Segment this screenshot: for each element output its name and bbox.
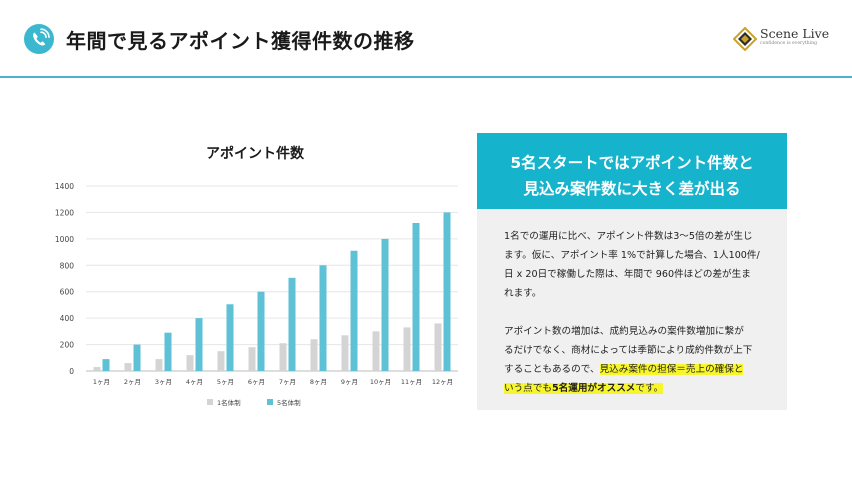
legend-label: 5名体制: [277, 398, 301, 407]
bar-series-5: [412, 223, 420, 371]
logo-tagline: confidence is everything: [760, 41, 818, 46]
bar-series-1: [341, 335, 349, 371]
y-tick-label: 0: [69, 367, 74, 376]
page-header: 年間で見るアポイント獲得件数の推移 Scene Live confidence …: [0, 0, 852, 78]
y-tick-label: 400: [60, 314, 75, 323]
x-tick-label: 10ヶ月: [370, 378, 391, 386]
y-tick-label: 600: [60, 288, 75, 297]
bar-series-5: [102, 359, 110, 371]
bar-series-5: [381, 238, 389, 371]
paragraph1-line: 日 x 20日で稼働した際は、年間で 960件ほどの差が生ま: [504, 269, 751, 280]
paragraph2-line: することもあるので、見込み案件の担保＝売上の確保と: [504, 361, 744, 375]
bar-series-5: [257, 291, 265, 371]
legend-swatch: [267, 399, 273, 405]
paragraph2-line: いう点でも5名運用がオススメです。: [504, 380, 664, 394]
summary-panel: 5名スタートではアポイント件数と 見込み案件数に大きく差が出る 1名での運用に比…: [477, 133, 787, 410]
x-tick-label: 2ヶ月: [124, 378, 141, 386]
paragraph1-line: 1名での運用に比べ、アポイント件数は3～5倍の差が生じ: [504, 231, 753, 242]
header-divider: [0, 76, 852, 78]
bar-series-5: [350, 250, 358, 371]
x-tick-label: 1ヶ月: [93, 378, 110, 386]
x-tick-label: 7ヶ月: [279, 378, 296, 386]
paragraph2-line: アポイント数の増加は、成約見込みの案件数増加に繋が: [504, 326, 744, 337]
y-tick-label: 1400: [55, 182, 74, 191]
paragraph2-line: るだけでなく、商材によっては季節により成約件数が上下: [504, 345, 753, 356]
recommendation-text: 5名運用がオススメ: [551, 383, 636, 394]
bar-series-1: [155, 359, 163, 371]
x-tick-label: 6ヶ月: [248, 378, 265, 386]
bar-series-5: [226, 304, 234, 371]
logo-name: Scene Live: [760, 26, 830, 41]
x-tick-label: 8ヶ月: [310, 378, 327, 386]
bar-series-1: [403, 327, 411, 371]
bar-series-1: [186, 355, 194, 371]
bar-series-1: [124, 363, 132, 371]
bar-series-1: [279, 343, 287, 371]
bar-series-5: [319, 265, 327, 371]
highlighted-text: いう点でも: [504, 383, 552, 394]
bar-series-5: [133, 344, 141, 371]
y-tick-label: 1200: [55, 208, 74, 217]
panel-heading-line2: 見込み案件数に大きく差が出る: [523, 180, 741, 198]
panel-heading-line1: 5名スタートではアポイント件数と: [510, 154, 754, 172]
y-tick-label: 200: [60, 341, 75, 350]
legend-label: 1名体制: [217, 398, 241, 407]
bar-series-1: [434, 323, 442, 371]
paragraph1-line: れます。: [504, 288, 542, 299]
bar-series-1: [217, 351, 225, 371]
x-tick-label: 12ヶ月: [432, 378, 453, 386]
highlighted-text: 見込み案件の担保＝売上の確保と: [599, 364, 744, 375]
x-tick-label: 4ヶ月: [186, 378, 203, 386]
paragraph1-line: ます。仮に、アポイント率 1%で計算した場合、1人100件/: [504, 250, 760, 261]
page-title: 年間で見るアポイント獲得件数の推移: [66, 29, 415, 53]
bar-series-5: [164, 332, 172, 371]
bar-series-5: [443, 212, 451, 371]
bar-series-1: [310, 339, 318, 371]
y-tick-label: 1000: [55, 235, 74, 244]
x-tick-label: 9ヶ月: [341, 378, 358, 386]
paragraph2-text: することもあるので、: [504, 364, 600, 375]
legend-swatch: [207, 399, 213, 405]
highlighted-text: です。: [635, 383, 664, 394]
y-tick-label: 800: [60, 261, 75, 270]
x-tick-label: 11ヶ月: [401, 378, 422, 386]
bar-series-5: [288, 277, 296, 371]
appointment-bar-chart: 0 200 400 600 800 1000 1200 1400 1ヶ月 2ヶ月 3ヶ月 4ヶ月 5ヶ月…: [55, 182, 458, 407]
bar-series-5: [195, 318, 203, 371]
bar-series-1: [248, 347, 256, 371]
bar-series-1: [93, 367, 101, 371]
logo-diamond-icon: [733, 27, 757, 51]
chart-title: アポイント件数: [206, 146, 304, 162]
panel-header: 5名スタートではアポイント件数と 見込み案件数に大きく差が出る: [477, 133, 787, 209]
bar-series-1: [372, 331, 380, 371]
x-tick-label: 3ヶ月: [155, 378, 172, 386]
phone-icon: [24, 24, 54, 54]
x-tick-label: 5ヶ月: [217, 378, 234, 386]
scene-live-logo: Scene Live confidence is everything: [733, 26, 833, 52]
